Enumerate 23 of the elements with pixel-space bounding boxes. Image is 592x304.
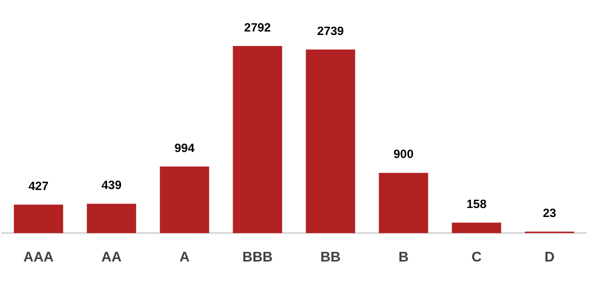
x-tick-label: C	[471, 248, 482, 264]
x-tick-label: BB	[320, 248, 341, 264]
x-tick-label: D	[544, 248, 555, 264]
data-label: 994	[174, 140, 195, 155]
x-tick-label: B	[398, 248, 409, 264]
data-label: 2739	[317, 24, 344, 38]
x-tick-label: A	[179, 248, 190, 264]
data-label: 439	[101, 178, 122, 192]
data-label: 23	[542, 206, 556, 220]
bar	[160, 166, 210, 234]
data-label: 900	[393, 147, 414, 162]
data-label: 158	[466, 196, 487, 211]
bar	[14, 204, 64, 234]
x-tick-label: BBB	[242, 248, 273, 264]
bar	[232, 46, 282, 234]
bar	[378, 172, 428, 234]
bar	[306, 50, 356, 234]
bar	[452, 222, 502, 234]
data-label: 2792	[244, 20, 272, 34]
bar	[86, 204, 136, 234]
x-tick-label: AAA	[23, 248, 54, 264]
x-tick-label: AA	[101, 248, 122, 264]
data-label: 427	[28, 178, 49, 193]
